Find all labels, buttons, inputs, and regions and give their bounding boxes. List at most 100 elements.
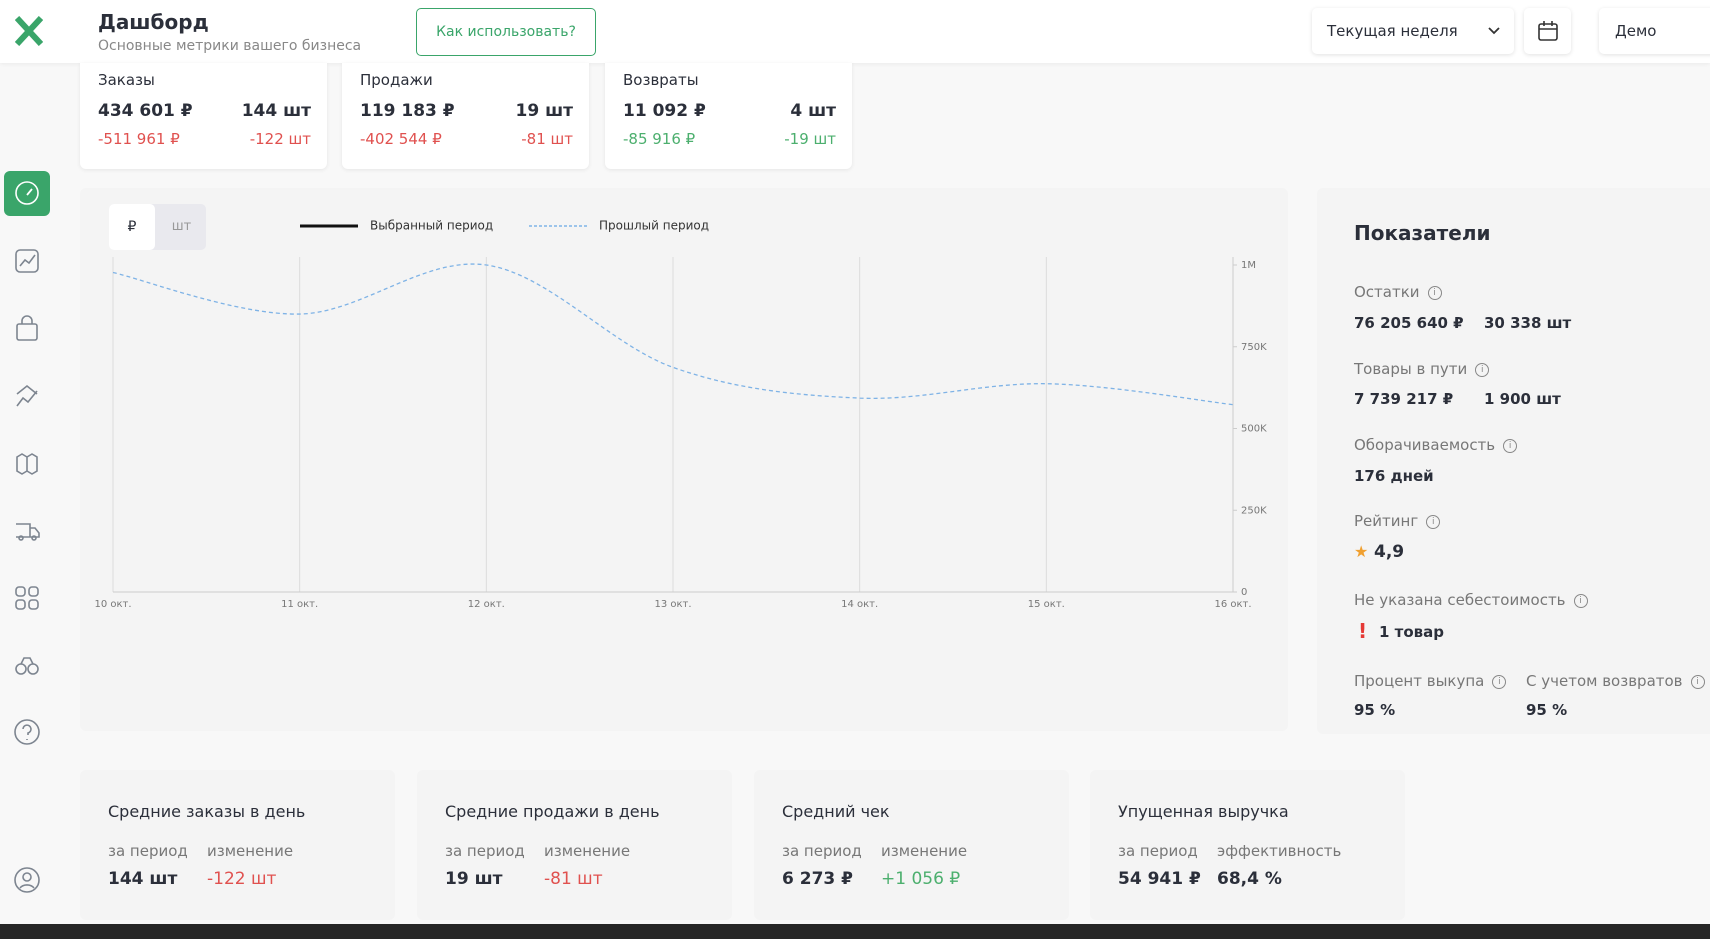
indicator-value: 76 205 640 ₽ — [1354, 314, 1464, 332]
summary-card: Заказы 434 601 ₽ 144 шт -511 961 ₽ -122 шт — [80, 63, 327, 169]
info-icon[interactable]: i — [1503, 439, 1518, 453]
info-icon[interactable]: i — [1573, 594, 1588, 608]
nav-apps[interactable] — [13, 584, 41, 616]
card-count: 144 шт — [241, 101, 311, 121]
indicator-value: 1 товар — [1379, 623, 1445, 641]
nav-analytics[interactable] — [13, 247, 41, 279]
user-menu[interactable]: Демо — [1599, 8, 1710, 54]
indicator-label: Товары в пути i — [1354, 360, 1490, 378]
label-text: Рейтинг — [1354, 512, 1419, 530]
y-tick-label: 250K — [1241, 505, 1267, 516]
label-text: Товары в пути — [1354, 360, 1468, 378]
indicator-value: 1 900 шт — [1484, 390, 1561, 408]
summary-card: Возвраты 11 092 ₽ 4 шт -85 916 ₽ -19 шт — [605, 63, 852, 169]
nav-sales[interactable] — [13, 382, 41, 414]
y-tick-label: 500K — [1241, 424, 1267, 435]
nav-stock[interactable] — [13, 449, 41, 481]
label-text: Остатки — [1354, 283, 1420, 301]
x-tick-label: 10 окт. — [94, 599, 131, 610]
indicator-label: Оборачиваемость i — [1354, 436, 1518, 454]
card-title: Заказы — [98, 71, 155, 89]
indicator-label: Остатки i — [1354, 283, 1442, 301]
stat-col2: изменение — [207, 842, 294, 860]
info-icon[interactable]: i — [1426, 515, 1441, 529]
logo — [15, 16, 43, 46]
stat-val2: +1 056 ₽ — [881, 869, 961, 889]
indicators-panel: Показатели Остатки i 76 205 640 ₽ 30 338 шт… — [1317, 188, 1710, 734]
y-tick-label: 0 — [1241, 587, 1247, 598]
indicators-title: Показатели — [1354, 221, 1491, 245]
x-tick-label: 13 окт. — [654, 599, 691, 610]
indicator-value: 95 % — [1526, 701, 1568, 719]
indicator-value: 4,9 — [1374, 542, 1405, 562]
stat-col2: эффективность — [1217, 842, 1342, 860]
summary-card: Продажи 119 183 ₽ 19 шт -402 544 ₽ -81 шт — [342, 63, 589, 169]
unit-toggle: ₽ шт — [109, 204, 206, 250]
card-title: Возвраты — [623, 71, 699, 89]
y-tick-label: 750K — [1241, 342, 1267, 353]
stat-val1: 54 941 ₽ — [1118, 869, 1201, 889]
icon — [15, 657, 39, 675]
indicator-label: С учетом возвратов i — [1526, 672, 1705, 690]
stat-col1: за период — [108, 842, 188, 860]
period-select[interactable]: Текущая неделя — [1312, 8, 1514, 54]
x-tick-label: 14 окт. — [841, 599, 878, 610]
info-icon[interactable]: i — [1475, 363, 1490, 377]
card-count: 19 шт — [515, 101, 573, 121]
icon — [15, 586, 39, 610]
info-icon[interactable]: i — [1427, 286, 1442, 300]
stat-val1: 19 шт — [445, 869, 503, 889]
icon — [16, 315, 38, 341]
icon — [16, 453, 38, 475]
alert-icon: ! — [1358, 619, 1368, 643]
label-text: С учетом возвратов — [1526, 672, 1683, 690]
indicator-value: 176 дней — [1354, 467, 1434, 485]
stat-card: Средние заказы в день за период изменение 1… — [80, 770, 395, 920]
stat-val1: 144 шт — [108, 869, 178, 889]
card-count-change: -122 шт — [249, 130, 311, 148]
card-amount-change: -402 544 ₽ — [360, 130, 442, 148]
info-icon[interactable]: i — [1492, 675, 1507, 689]
calendar-button[interactable] — [1524, 8, 1571, 54]
label-text: Процент выкупа — [1354, 672, 1485, 690]
chart-panel: ₽ шт — [80, 188, 1288, 731]
calendar-icon — [1538, 21, 1558, 41]
toggle-pcs[interactable]: шт — [171, 219, 192, 234]
series-line — [112, 263, 1234, 406]
indicator-value: 7 739 217 ₽ — [1354, 390, 1454, 408]
stat-card: Средние продажи в день за период изменение… — [417, 770, 732, 920]
indicator-value: 95 % — [1354, 701, 1396, 719]
stat-title: Средние заказы в день — [108, 802, 306, 821]
nav-profile[interactable] — [13, 866, 41, 898]
help-button[interactable]: Как использовать? — [416, 8, 596, 56]
x-tick-label: 12 окт. — [468, 599, 505, 610]
card-count: 4 шт — [790, 101, 836, 121]
icon — [16, 384, 38, 407]
nav-search[interactable] — [13, 651, 41, 683]
title: Дашборд — [98, 10, 209, 34]
nav-help[interactable] — [13, 718, 41, 750]
stat-val1: 6 273 ₽ — [782, 869, 853, 889]
x-tick-label: 11 окт. — [281, 599, 318, 610]
nav-delivery[interactable] — [13, 517, 41, 549]
stat-val2: -81 шт — [544, 869, 603, 889]
label-text: Не указана себестоимость — [1354, 591, 1566, 609]
icon — [14, 719, 40, 745]
x-tick-label: 15 окт. — [1028, 599, 1065, 610]
stat-col1: за период — [445, 842, 525, 860]
icon — [16, 523, 40, 541]
legend-label: Выбранный период — [370, 219, 493, 233]
nav-products[interactable] — [13, 315, 41, 347]
info-icon[interactable]: i — [1690, 675, 1705, 689]
toggle-rub[interactable]: ₽ — [109, 204, 155, 250]
nav-dashboard[interactable] — [4, 171, 50, 216]
card-amount-change: -85 916 ₽ — [623, 130, 696, 148]
stat-title: Упущенная выручка — [1118, 802, 1289, 821]
legend-label: Прошлый период — [599, 219, 709, 233]
stat-col1: за период — [782, 842, 862, 860]
card-amount-change: -511 961 ₽ — [98, 130, 180, 148]
sidebar — [0, 63, 56, 923]
card-amount: 434 601 ₽ — [98, 101, 193, 121]
